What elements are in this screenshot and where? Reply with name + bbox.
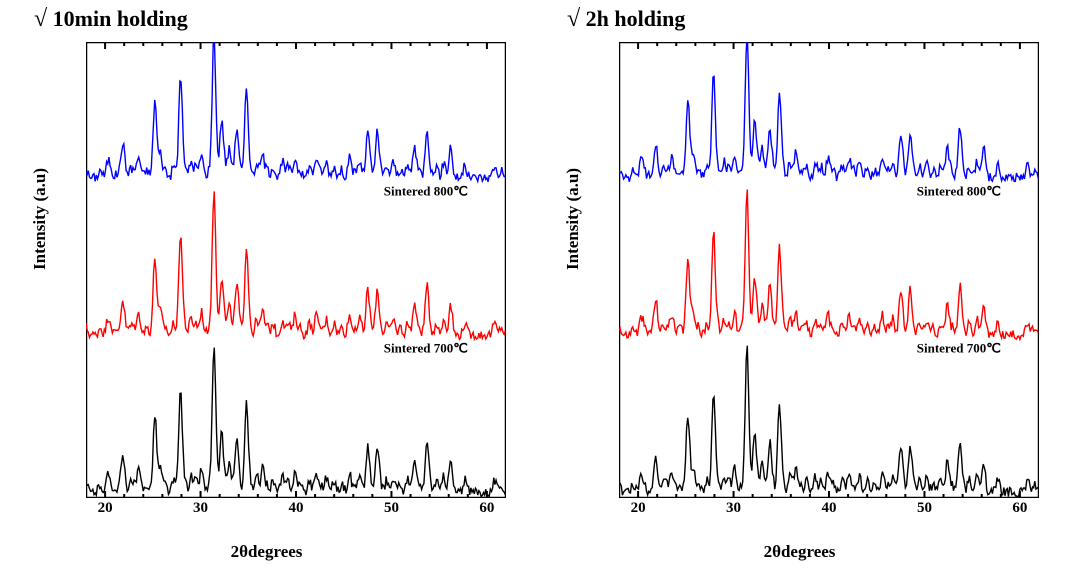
sqrt-icon: √ [567,6,580,32]
xrd-trace [619,189,1038,339]
x-tick-label: 30 [193,500,208,517]
panel-left-title-text: 10min holding [53,6,188,31]
xrd-trace [86,42,505,182]
x-tick-label: 50 [384,500,399,517]
x-ticks-left: 20 30 40 50 60 [86,500,506,520]
figure-root: √ 10min holding Sintered 900℃ Sintered 80… [0,0,1066,570]
panel-right-title-text: 2h holding [586,6,686,31]
x-axis-label-right: 2θdegrees [533,542,1066,562]
x-tick-label: 60 [1012,500,1027,517]
trace-label: Sintered 900℃ [917,42,1001,45]
trace-label: Sintered 900℃ [384,42,468,45]
trace-label: Sintered 800℃ [917,183,1001,198]
x-tick-label: 60 [479,500,494,517]
xrd-trace [86,191,505,339]
panel-right: √ 2h holding Sintered 900℃Sintered 800℃S… [533,0,1066,570]
x-tick-label: 40 [289,500,304,517]
plot-left: Sintered 900℃ Sintered 800℃ Sintered 700℃ [86,42,506,498]
trace-label: Sintered 800℃ [384,183,468,198]
xrd-trace [619,42,1038,182]
x-tick-label: 40 [822,500,837,517]
xrd-trace [619,346,1038,497]
sqrt-icon: √ [34,6,47,32]
plot-right-svg: Sintered 900℃ Sintered 800℃ Sintered 700℃ [619,42,1039,498]
trace-label: Sintered 700℃ [384,341,468,356]
x-tick-label: 20 [631,500,646,517]
xrd-trace [86,348,505,497]
x-axis-label-left: 2θdegrees [0,542,533,562]
panel-right-title: √ 2h holding [567,6,685,33]
x-tick-label: 50 [917,500,932,517]
y-axis-label-left: Intensity (a.u) [30,168,50,270]
plot-right: Sintered 900℃ Sintered 800℃ Sintered 700℃ [619,42,1039,498]
trace-label: Sintered 700℃ [917,341,1001,356]
plot-left-svg: Sintered 900℃ Sintered 800℃ Sintered 700℃ [86,42,506,498]
panel-left-title: √ 10min holding [34,6,188,33]
x-tick-label: 20 [98,500,113,517]
panel-left: √ 10min holding Sintered 900℃ Sintered 80… [0,0,533,570]
y-axis-label-right: Intensity (a.u) [563,168,583,270]
x-ticks-right: 20 30 40 50 60 [619,500,1039,520]
x-tick-label: 30 [726,500,741,517]
